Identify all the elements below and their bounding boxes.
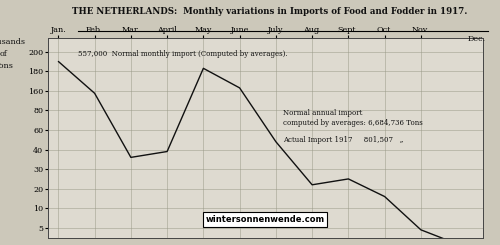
Text: THE NETHERLANDS:  Monthly variations in Imports of Food and Fodder in 1917.: THE NETHERLANDS: Monthly variations in I… xyxy=(72,7,468,16)
Text: 557,000  Normal monthly import (Computed by averages).: 557,000 Normal monthly import (Computed … xyxy=(78,50,288,58)
Text: Normal annual import
computed by averages: 6,684,736 Tons: Normal annual import computed by average… xyxy=(283,109,423,127)
Text: Dec.: Dec. xyxy=(468,35,486,43)
Text: Thousands: Thousands xyxy=(0,38,26,46)
Text: of: of xyxy=(0,50,8,58)
Text: Actual Import 1917     801,507   „: Actual Import 1917 801,507 „ xyxy=(283,136,404,144)
Text: wintersonnenwende.com: wintersonnenwende.com xyxy=(206,215,324,224)
Text: Tons: Tons xyxy=(0,62,14,70)
